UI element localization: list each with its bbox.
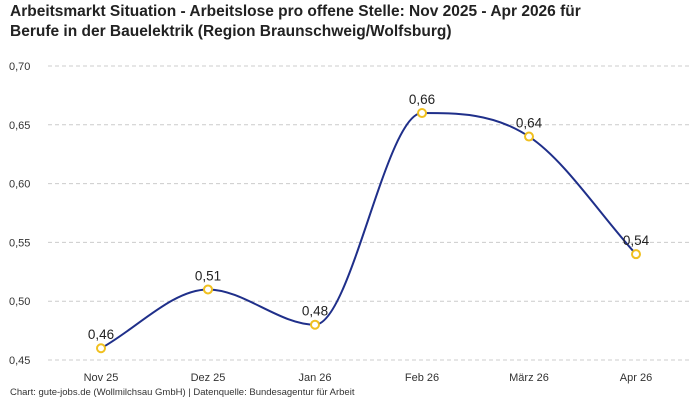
x-tick-label: Jan 26 <box>298 372 331 384</box>
y-tick-label: 0,65 <box>9 120 30 132</box>
data-label: 0,46 <box>88 327 114 342</box>
x-tick-label: Feb 26 <box>405 372 439 384</box>
data-label: 0,51 <box>195 268 221 283</box>
data-point <box>631 249 641 260</box>
data-point <box>96 343 106 354</box>
y-tick-label: 0,60 <box>9 179 30 191</box>
y-tick-label: 0,45 <box>9 355 30 367</box>
data-point <box>417 108 427 119</box>
y-tick-label: 0,50 <box>9 296 30 308</box>
series-line <box>100 112 637 350</box>
chart-title: Arbeitsmarkt Situation - Arbeitslose pro… <box>10 2 690 42</box>
data-point <box>203 284 213 295</box>
y-tick-label: 0,55 <box>9 237 30 249</box>
chart-title-line-1: Arbeitsmarkt Situation - Arbeitslose pro… <box>10 3 581 20</box>
x-tick-label: März 26 <box>509 372 549 384</box>
chart-source-footer: Chart: gute-jobs.de (Wollmilchsau GmbH) … <box>10 387 355 398</box>
data-point <box>310 319 320 330</box>
x-tick-label: Apr 26 <box>620 372 652 384</box>
x-tick-label: Dez 25 <box>191 372 226 384</box>
data-label: 0,66 <box>409 92 435 107</box>
data-point <box>524 131 534 142</box>
data-label: 0,48 <box>302 304 328 319</box>
y-tick-label: 0,70 <box>9 61 30 73</box>
x-tick-label: Nov 25 <box>84 372 119 384</box>
chart-title-line-2: Berufe in der Bauelektrik (Region Brauns… <box>10 23 452 40</box>
data-label: 0,64 <box>516 116 543 131</box>
data-label: 0,54 <box>623 233 650 248</box>
